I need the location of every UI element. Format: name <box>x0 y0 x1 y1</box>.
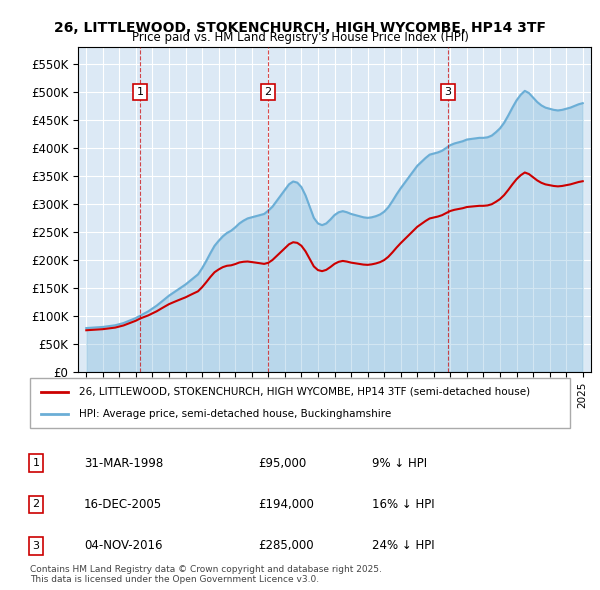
Text: 04-NOV-2016: 04-NOV-2016 <box>84 539 163 552</box>
Text: Contains HM Land Registry data © Crown copyright and database right 2025.
This d: Contains HM Land Registry data © Crown c… <box>30 565 382 584</box>
Text: 3: 3 <box>444 87 451 97</box>
Text: 2: 2 <box>264 87 271 97</box>
Text: 16% ↓ HPI: 16% ↓ HPI <box>372 498 434 511</box>
Text: £285,000: £285,000 <box>258 539 314 552</box>
Text: 1: 1 <box>137 87 143 97</box>
Text: 2: 2 <box>32 500 40 509</box>
Text: 26, LITTLEWOOD, STOKENCHURCH, HIGH WYCOMBE, HP14 3TF (semi-detached house): 26, LITTLEWOOD, STOKENCHURCH, HIGH WYCOM… <box>79 386 530 396</box>
Text: 1: 1 <box>32 458 40 468</box>
Text: Price paid vs. HM Land Registry's House Price Index (HPI): Price paid vs. HM Land Registry's House … <box>131 31 469 44</box>
Text: £95,000: £95,000 <box>258 457 306 470</box>
Text: 9% ↓ HPI: 9% ↓ HPI <box>372 457 427 470</box>
Text: HPI: Average price, semi-detached house, Buckinghamshire: HPI: Average price, semi-detached house,… <box>79 409 391 419</box>
Text: £194,000: £194,000 <box>258 498 314 511</box>
Text: 3: 3 <box>32 541 40 550</box>
FancyBboxPatch shape <box>30 378 570 428</box>
Text: 24% ↓ HPI: 24% ↓ HPI <box>372 539 434 552</box>
Text: 31-MAR-1998: 31-MAR-1998 <box>84 457 163 470</box>
Text: 26, LITTLEWOOD, STOKENCHURCH, HIGH WYCOMBE, HP14 3TF: 26, LITTLEWOOD, STOKENCHURCH, HIGH WYCOM… <box>54 21 546 35</box>
Text: 16-DEC-2005: 16-DEC-2005 <box>84 498 162 511</box>
